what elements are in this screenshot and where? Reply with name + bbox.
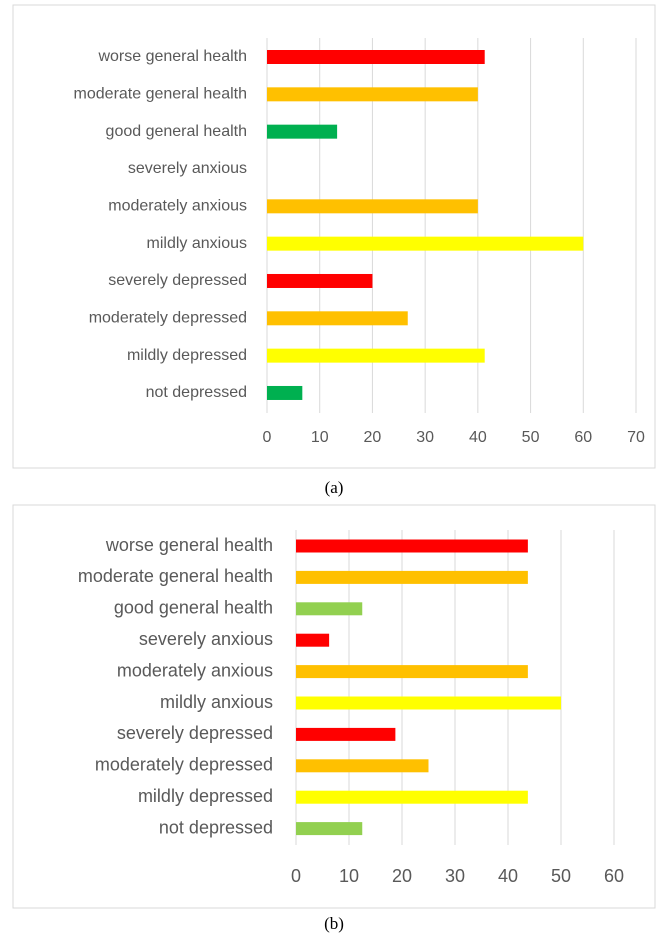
x-tick-label: 50 xyxy=(551,866,571,886)
bar xyxy=(267,236,584,251)
bar xyxy=(296,790,528,804)
y-tick-label: mildly anxious xyxy=(160,692,273,712)
chart-frame xyxy=(12,504,656,909)
y-tick-label: moderately depressed xyxy=(95,755,273,775)
y-tick-label: good general health xyxy=(114,598,273,618)
y-tick-label: severely depressed xyxy=(108,272,247,289)
y-tick-label: good general health xyxy=(106,123,247,140)
bar xyxy=(296,633,330,647)
bar xyxy=(296,696,561,710)
x-tick-label: 70 xyxy=(627,429,645,446)
bar xyxy=(267,50,485,64)
bar xyxy=(296,759,429,773)
x-tick-label: 30 xyxy=(416,429,434,446)
bar xyxy=(267,87,478,102)
y-tick-label: moderate general health xyxy=(74,86,247,103)
x-tick-label: 10 xyxy=(339,866,359,886)
y-tick-label: severely anxious xyxy=(139,629,273,649)
y-tick-label: severely depressed xyxy=(117,723,273,743)
bar xyxy=(267,124,338,139)
bar xyxy=(296,727,396,741)
caption: (a) xyxy=(325,478,344,497)
x-tick-label: 40 xyxy=(469,429,487,446)
y-tick-label: moderate general health xyxy=(78,566,273,586)
y-tick-label: worse general health xyxy=(97,48,247,65)
bar xyxy=(296,570,528,584)
bar xyxy=(267,199,478,214)
bar xyxy=(296,822,363,836)
bar xyxy=(296,539,528,553)
y-tick-label: moderately anxious xyxy=(117,660,273,680)
x-tick-label: 60 xyxy=(604,866,624,886)
x-tick-label: 20 xyxy=(364,429,382,446)
bar xyxy=(296,602,363,616)
x-tick-label: 0 xyxy=(291,866,301,886)
x-tick-label: 0 xyxy=(263,429,272,446)
x-tick-label: 20 xyxy=(392,866,412,886)
y-tick-label: not depressed xyxy=(159,817,273,837)
bar xyxy=(267,273,373,288)
bar xyxy=(267,311,408,326)
y-tick-label: mildly depressed xyxy=(138,786,273,806)
y-tick-label: moderately depressed xyxy=(89,310,247,327)
bar xyxy=(267,385,303,400)
chart-frame xyxy=(12,4,656,469)
x-tick-label: 60 xyxy=(574,429,592,446)
y-tick-label: severely anxious xyxy=(128,160,247,177)
x-tick-label: 30 xyxy=(445,866,465,886)
x-tick-label: 40 xyxy=(498,866,518,886)
x-tick-label: 10 xyxy=(311,429,329,446)
bar xyxy=(267,348,485,363)
caption: (b) xyxy=(324,914,344,933)
y-tick-label: mildly anxious xyxy=(147,235,247,252)
y-tick-label: moderately anxious xyxy=(108,198,247,215)
x-tick-label: 50 xyxy=(522,429,540,446)
bar xyxy=(296,665,528,679)
y-tick-label: worse general health xyxy=(105,535,273,555)
y-tick-label: mildly depressed xyxy=(127,347,247,364)
y-tick-label: not depressed xyxy=(146,384,247,401)
